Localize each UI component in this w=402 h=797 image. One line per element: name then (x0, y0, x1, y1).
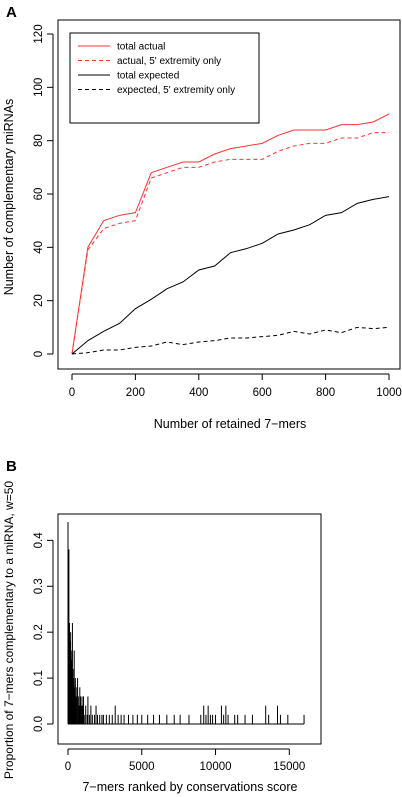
legend-entry: total actual (117, 42, 165, 53)
chart-b-x-tick-label: 10000 (200, 761, 232, 773)
chart-a-x-axis: 0 200 400 600 800 1000 (69, 373, 402, 399)
legend-entry: expected, 5' extremity only (117, 85, 235, 96)
chart-a-plot-frame (57, 19, 401, 370)
chart-b-series (67, 522, 305, 725)
chart-a-y-axis: 0 20 40 60 80 100 120 (33, 24, 54, 357)
chart-a-x-tick-label: 0 (69, 387, 75, 399)
chart-a-series-line (71, 132, 389, 355)
chart-b-xlabel: 7−mers ranked by conservations score (82, 780, 297, 794)
chart-a-series-line (71, 326, 390, 355)
chart-a: 0 20 40 60 80 100 120 0 200 400 600 800 1000 total … (2, 19, 402, 431)
chart-a-y-tick-label: 80 (33, 134, 45, 147)
chart-b-x-tick-label: 5000 (129, 761, 155, 773)
chart-b-x-axis: 0 5000 10000 15000 (65, 748, 305, 773)
chart-b-y-axis: 0.0 0.1 0.2 0.3 0.4 (33, 532, 54, 732)
chart-a-x-tick-label: 1000 (376, 387, 402, 399)
chart-a-y-tick-label: 20 (33, 294, 45, 307)
chart-b-y-tick-label: 0.0 (33, 716, 45, 732)
chart-b-y-tick-label: 0.2 (33, 624, 45, 640)
legend-box (69, 32, 260, 124)
panel-b-label: B (6, 458, 17, 475)
legend-entry: actual, 5' extremity only (117, 56, 221, 67)
chart-b-y-tick-label: 0.3 (33, 578, 45, 594)
chart-a-x-tick-label: 600 (253, 387, 272, 399)
chart-b-x-tick-label: 0 (65, 761, 71, 773)
chart-a-y-tick-label: 40 (33, 241, 45, 254)
chart-a-xlabel: Number of retained 7−mers (154, 417, 307, 431)
chart-a-y-tick-label: 100 (33, 78, 45, 97)
chart-a-y-tick-label: 60 (33, 188, 45, 201)
chart-a-series-line (71, 113, 390, 355)
chart-a-y-tick-label: 120 (33, 24, 45, 43)
chart-a-legend: total actual actual, 5' extremity only tot… (69, 32, 260, 124)
chart-a-series (71, 113, 390, 355)
chart-b-y-tick-label: 0.1 (33, 670, 45, 686)
chart-b-ylabel: Proportion of 7−mers complementary to a … (2, 481, 16, 779)
chart-a-series-line (71, 196, 390, 355)
chart-a-x-tick-label: 800 (316, 387, 335, 399)
chart-a-x-tick-label: 400 (189, 387, 208, 399)
chart-a-x-tick-label: 200 (126, 387, 145, 399)
legend-entry: total expected (117, 71, 179, 82)
chart-b-plot-frame (57, 513, 322, 745)
chart-b: 0.0 0.1 0.2 0.3 0.4 0 5000 10000 15000 7−mers r… (2, 481, 322, 794)
chart-b-y-tick-label: 0.4 (33, 532, 45, 549)
panel-a-label: A (6, 4, 17, 21)
chart-a-ylabel: Number of complementary miRNAs (2, 99, 16, 296)
chart-a-y-tick-label: 0 (33, 351, 45, 357)
chart-b-x-tick-label: 15000 (273, 761, 305, 773)
